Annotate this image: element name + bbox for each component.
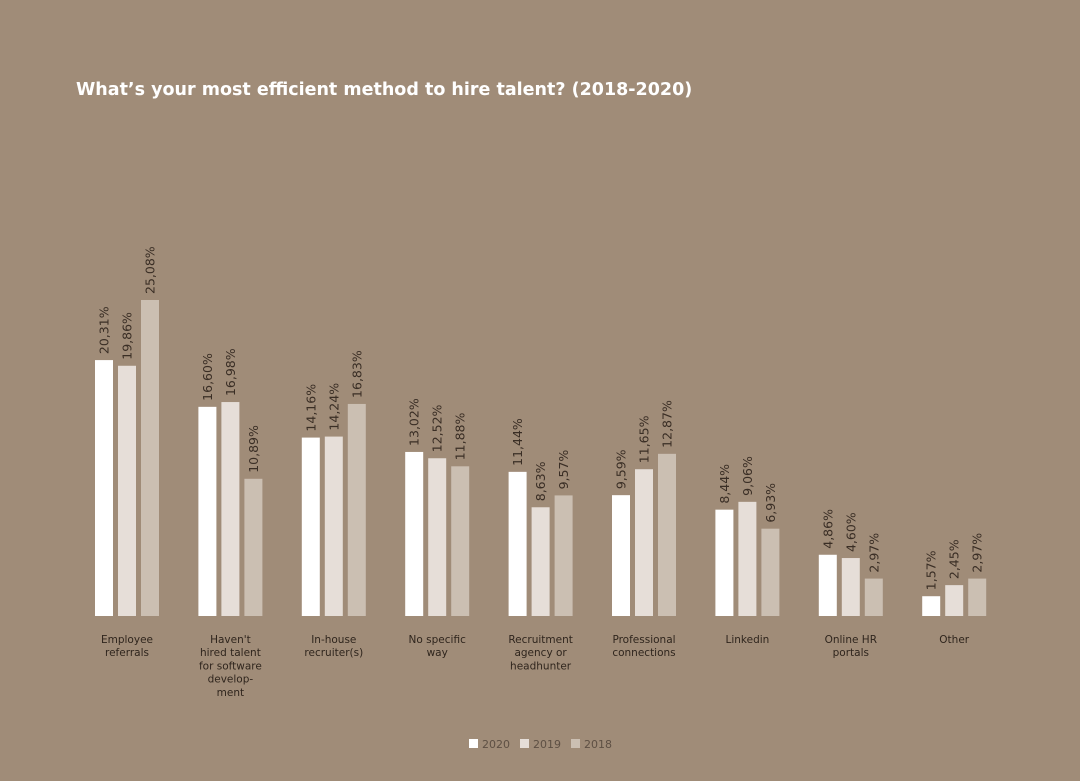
bar-2018 [864,578,883,616]
data-label: 8,44% [717,464,732,504]
legend-swatch-2018 [571,739,580,748]
category-label: No specific [409,634,467,646]
legend-swatch-2019 [520,739,529,748]
bar-2018 [658,453,676,616]
data-label: 16,83% [349,350,364,398]
category-label: connections [612,647,675,659]
category-label: Linkedin [725,634,769,646]
data-label: 2,45% [947,539,962,579]
data-label: 16,60% [200,353,215,401]
data-label: 13,02% [407,398,422,446]
bar-2019 [635,469,653,616]
data-label: 25,08% [143,246,158,294]
data-label: 6,93% [763,483,778,523]
category-label: Online HR [825,634,877,646]
category-label: Employee [101,634,153,646]
category-label: Haven't [210,634,251,646]
bar-2019 [118,365,136,616]
legend-swatch-2020 [469,739,478,748]
data-label: 8,63% [533,461,548,501]
category-label: develop- [208,674,254,686]
bar-2020 [95,360,113,616]
bar-2018 [451,466,470,616]
data-label: 4,86% [820,509,835,549]
bar-2020 [198,406,217,616]
category-label: Other [939,634,969,646]
bar-2018 [347,403,366,616]
data-label: 9,06% [740,456,755,496]
bar-2018 [968,578,987,616]
category-label: portals [833,647,869,659]
bar-2020 [818,554,837,616]
bar-2019 [428,458,447,616]
category-label: In-house [311,634,356,646]
data-label: 2,97% [866,533,881,573]
data-label: 11,44% [510,418,525,466]
bar-2019 [945,585,964,616]
bar-2020 [301,437,320,616]
data-label: 9,57% [556,450,571,490]
data-label: 4,60% [843,512,858,552]
data-label: 9,59% [614,449,629,489]
data-label: 20,31% [97,306,112,354]
bar-2018 [244,478,263,616]
data-label: 19,86% [120,312,135,360]
bar-2020 [715,509,734,616]
bar-2018 [761,528,780,616]
data-label: 12,52% [430,404,445,452]
bar-2018 [141,299,159,616]
category-label: Recruitment [508,634,573,646]
legend-label: 2020 [482,738,510,751]
category-label: hired talent [200,647,261,659]
category-label: headhunter [510,660,572,672]
data-label: 10,89% [246,425,261,473]
data-label: 12,87% [660,400,675,448]
chart-title: What’s your most efficient method to hir… [76,80,693,100]
category-label: ment [217,687,244,699]
bar-2020 [612,495,630,616]
bar-2018 [554,495,573,616]
data-label: 2,97% [970,533,985,573]
category-label: way [427,647,448,659]
legend-label: 2019 [533,738,561,751]
bar-2019 [841,558,860,616]
bar-2020 [405,451,424,616]
category-label: Professional [612,634,675,646]
data-label: 1,57% [924,550,939,590]
bar-2019 [324,436,343,616]
legend-label: 2018 [584,738,612,751]
data-label: 14,16% [303,384,318,432]
bar-2019 [738,501,757,616]
data-label: 16,98% [223,348,238,396]
category-label: for software [199,660,262,672]
bar-2019 [531,507,550,616]
category-label: agency or [514,647,567,659]
category-label: referrals [105,647,149,659]
data-label: 11,65% [637,415,652,463]
bar-2020 [922,596,941,616]
category-label: recruiter(s) [304,647,363,659]
data-label: 14,24% [326,383,341,431]
data-label: 11,88% [453,413,468,461]
bar-2019 [221,402,240,616]
bar-2020 [508,471,527,616]
